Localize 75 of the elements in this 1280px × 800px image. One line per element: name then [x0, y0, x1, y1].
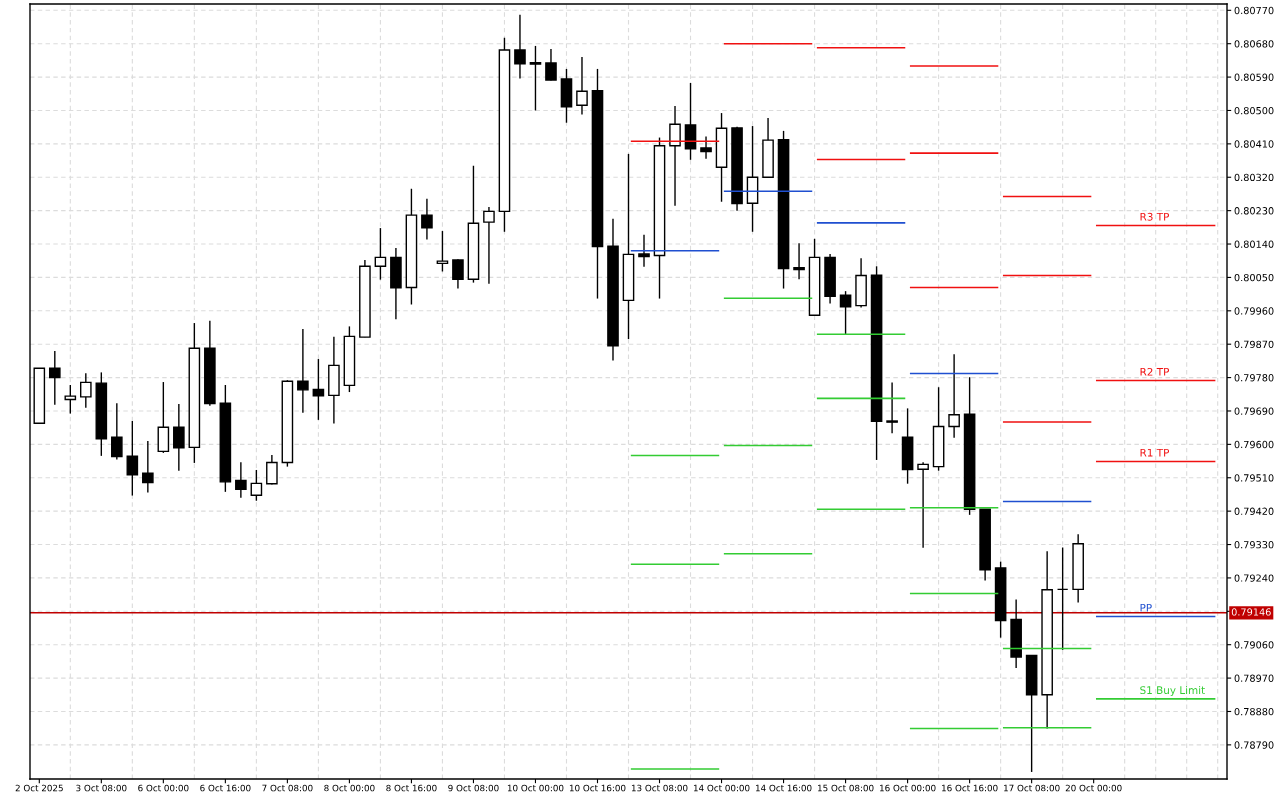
y-tick-label: 0.78970: [1234, 674, 1274, 682]
candlestick: [948, 353, 960, 439]
y-tick-label: 0.80050: [1234, 273, 1274, 282]
y-tick-label: 0.80770: [1234, 6, 1274, 15]
x-tick-label: 10 Oct 16:00: [569, 784, 626, 792]
ref-line-label: 0.79146: [1231, 608, 1271, 616]
candlestick: [669, 105, 681, 207]
y-tick-label: 0.79510: [1234, 474, 1274, 482]
x-tick-label: 6 Oct 16:00: [200, 784, 251, 792]
x-tick-label: 20 Oct 00:00: [1065, 784, 1122, 792]
y-tick-label: 0.79600: [1234, 440, 1274, 449]
x-tick-label: 16 Oct 00:00: [880, 784, 936, 792]
x-tick-label: 2 Oct 2025: [15, 784, 63, 792]
candlestick: [374, 227, 387, 281]
y-tick-label: 0.80500: [1234, 106, 1274, 115]
y-tick-label: 0.79780: [1234, 374, 1274, 382]
candlestick: [638, 234, 650, 268]
x-tick-label: 16 Oct 16:00: [942, 784, 998, 792]
y-tick-label: 0.79690: [1234, 407, 1274, 415]
candlestick: [235, 461, 247, 499]
y-tick-label: 0.79240: [1234, 574, 1274, 582]
x-tick-label: 14 Oct 00:00: [693, 784, 750, 792]
series-label: PP: [1140, 603, 1152, 612]
x-tick-label: 6 Oct 00:00: [138, 784, 189, 792]
x-tick-label: 14 Oct 16:00: [755, 784, 812, 792]
x-tick-label: 17 Oct 08:00: [1004, 784, 1060, 792]
x-tick-label: 13 Oct 08:00: [631, 784, 688, 792]
candlestick: [483, 206, 495, 285]
y-tick-label: 0.80140: [1234, 240, 1274, 248]
series-label: R3 TP: [1140, 212, 1170, 221]
x-tick-label: 8 Oct 00:00: [324, 784, 375, 792]
y-tick-label: 0.79870: [1234, 340, 1274, 349]
y-tick-label: 0.80410: [1234, 140, 1274, 148]
candlestick: [173, 403, 185, 472]
candlestick: [917, 461, 929, 549]
x-tick-label: 9 Oct 08:00: [448, 784, 499, 792]
candlestick: [576, 56, 588, 116]
candlestick: [421, 198, 433, 241]
candlestick: [514, 14, 526, 80]
y-tick-label: 0.79330: [1234, 541, 1274, 549]
y-tick-label: 0.78880: [1234, 707, 1274, 716]
x-tick-label: 15 Oct 08:00: [818, 784, 874, 792]
candlestick: [80, 372, 92, 409]
candlestick: [529, 45, 542, 112]
candlestick: [297, 328, 309, 414]
candlestick: [111, 402, 123, 461]
candlestick: [142, 440, 154, 494]
x-tick-label: 10 Oct 00:00: [507, 784, 564, 792]
candlestick: [1056, 546, 1069, 651]
candlestick: [250, 469, 263, 502]
candlestick: [545, 48, 557, 82]
y-tick-label: 0.79060: [1234, 641, 1274, 649]
y-tick-label: 0.80320: [1234, 173, 1274, 182]
candlestick: [64, 384, 77, 415]
candlestick: [48, 350, 61, 406]
candlestick: [700, 135, 712, 160]
candlestick: [684, 82, 697, 161]
x-tick-label: 8 Oct 16:00: [386, 784, 437, 792]
x-tick-label: 7 Oct 08:00: [262, 784, 313, 792]
y-tick-label: 0.79960: [1234, 307, 1274, 315]
candlestick: [793, 242, 805, 280]
candlestick: [126, 420, 139, 497]
candlestick: [436, 230, 449, 273]
series-label: R1 TP: [1140, 448, 1170, 457]
series-label: S1 Buy Limit: [1140, 686, 1205, 697]
y-tick-label: 0.79420: [1234, 507, 1274, 515]
y-tick-label: 0.80590: [1234, 73, 1274, 81]
y-tick-label: 0.78790: [1234, 741, 1274, 749]
x-tick-label: 3 Oct 08:00: [76, 784, 127, 792]
candlestick: [452, 258, 464, 290]
y-tick-label: 0.80680: [1234, 40, 1274, 48]
series-label: R2 TP: [1140, 367, 1170, 376]
candlestick: [266, 454, 278, 486]
candlestick: [886, 381, 898, 434]
y-tick-label: 0.80230: [1234, 207, 1274, 215]
